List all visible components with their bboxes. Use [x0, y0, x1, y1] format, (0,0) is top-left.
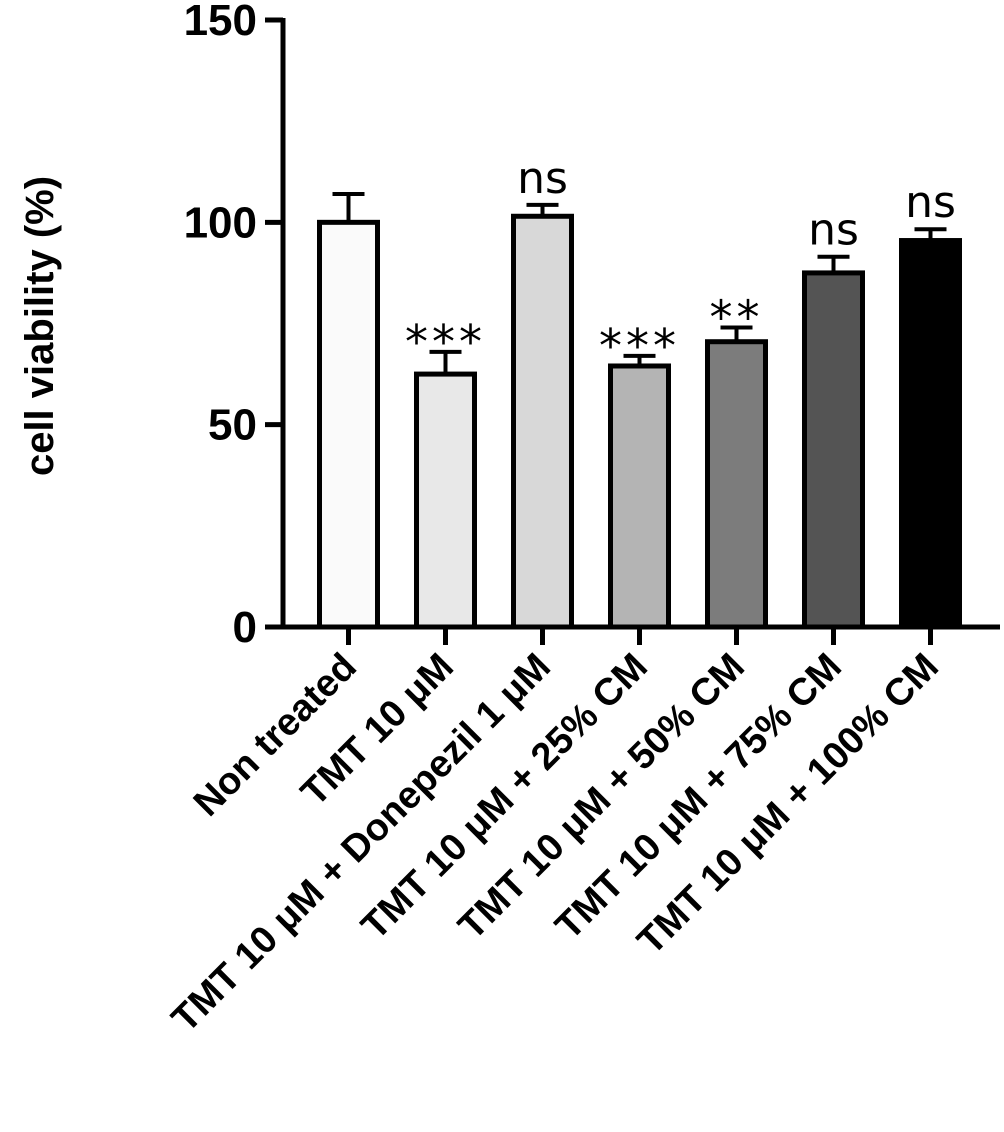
error-bars-layer [332, 192, 947, 375]
bar [802, 270, 865, 630]
bar [608, 363, 671, 630]
y-tick-label: 0 [233, 603, 257, 652]
bar [899, 238, 962, 630]
y-axis-label: cell viability (%) [18, 176, 62, 476]
significance-label: ns [517, 153, 568, 204]
bar [317, 219, 380, 630]
significance-label: ** [710, 291, 764, 345]
bar [705, 339, 768, 630]
y-tick-label: 100 [184, 198, 257, 247]
y-tick-label: 150 [184, 0, 257, 45]
significance-label: *** [405, 315, 486, 369]
significance-label: ns [808, 205, 859, 256]
y-ticks-layer: 0 50 100 150 [184, 0, 283, 652]
significance-label: ns [905, 177, 956, 228]
bar [511, 213, 574, 630]
x-tick-label: TMT 10 μM + Donepezil 1 μM [164, 646, 559, 1041]
bar [414, 371, 477, 630]
y-tick-label: 50 [208, 401, 257, 450]
significance-label: *** [599, 319, 680, 373]
bars-layer [317, 213, 962, 630]
